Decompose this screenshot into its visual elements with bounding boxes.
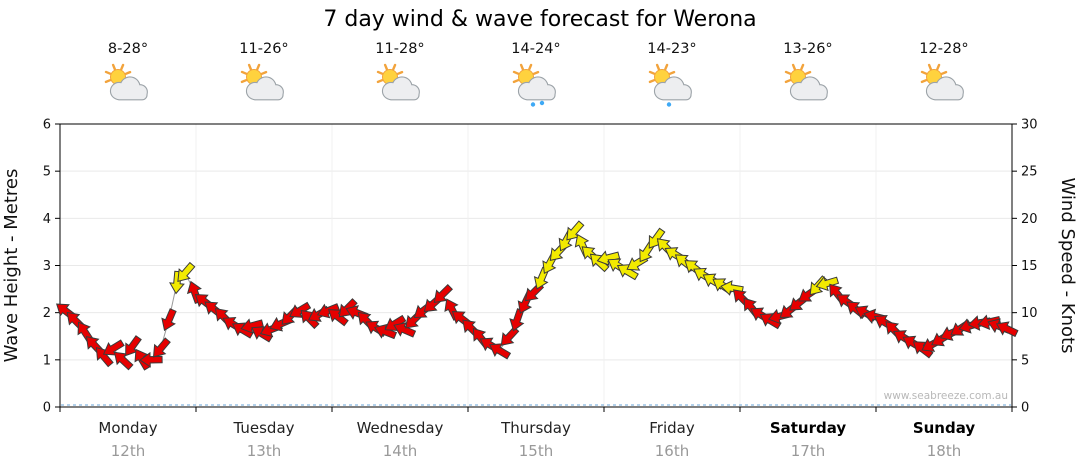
weather-icon bbox=[784, 63, 828, 101]
wind-arrow bbox=[95, 347, 114, 368]
rain-drops-icon bbox=[530, 100, 545, 107]
wind-arrow bbox=[289, 301, 312, 318]
day-date-label: 18th bbox=[926, 442, 962, 460]
left-tick-label: 1 bbox=[43, 353, 51, 368]
page-title: 7 day wind & wave forecast for Werona bbox=[323, 7, 757, 32]
wind-arrow bbox=[152, 337, 171, 358]
wind-arrow bbox=[373, 323, 398, 340]
wind-arrow bbox=[177, 261, 196, 282]
day-date-label: 13th bbox=[246, 442, 282, 460]
day-name-label: Monday bbox=[98, 419, 158, 437]
day-column-tuesday: 11-26° Tuesday 13th bbox=[196, 0, 332, 475]
cloud-icon bbox=[789, 76, 828, 101]
wind-arrow bbox=[316, 303, 340, 319]
weather-icon bbox=[240, 63, 284, 101]
wind-arrow bbox=[125, 335, 142, 357]
wind-arrow bbox=[489, 343, 512, 360]
cloud-icon bbox=[109, 76, 148, 101]
day-column-sunday: 12-28° Sunday 18th bbox=[876, 0, 1012, 475]
temp-range-label: 11-28° bbox=[375, 41, 425, 57]
day-date-label: 16th bbox=[654, 442, 690, 460]
wind-arrow bbox=[815, 275, 840, 292]
temp-range-label: 13-26° bbox=[783, 41, 833, 57]
wind-arrow bbox=[393, 322, 417, 338]
weather-icon bbox=[104, 63, 148, 101]
right-tick-label: 10 bbox=[1021, 306, 1038, 321]
wind-arrow bbox=[589, 253, 610, 273]
day-column-thursday: 14-24° Thursday 15th bbox=[468, 0, 604, 475]
rain-drops-icon bbox=[666, 102, 672, 107]
day-name-label: Sunday bbox=[912, 419, 976, 437]
day-date-label: 17th bbox=[790, 442, 826, 460]
weather-icon bbox=[512, 63, 556, 107]
day-date-label: 12th bbox=[110, 442, 146, 460]
day-name-label: Thursday bbox=[501, 419, 571, 437]
weather-icon bbox=[920, 63, 964, 101]
left-tick-label: 4 bbox=[43, 212, 51, 227]
right-axis-title: Wind Speed - Knots bbox=[1057, 178, 1078, 354]
temp-range-label: 12-28° bbox=[919, 41, 969, 57]
wind-arrow bbox=[328, 309, 349, 327]
wind-arrow bbox=[995, 321, 1019, 338]
wind-arrow bbox=[566, 220, 585, 241]
left-tick-label: 2 bbox=[43, 306, 51, 321]
cloud-icon bbox=[517, 76, 556, 101]
left-tick-label: 6 bbox=[43, 118, 51, 133]
temp-range-label: 14-23° bbox=[647, 41, 697, 57]
left-axis-title: Wave Height - Metres bbox=[1, 169, 22, 363]
day-name-label: Wednesday bbox=[356, 419, 444, 437]
cloud-icon bbox=[245, 76, 284, 101]
cloud-icon bbox=[381, 76, 420, 101]
right-tick-label: 25 bbox=[1021, 165, 1038, 180]
day-name-label: Tuesday bbox=[233, 419, 295, 437]
right-tick-label: 20 bbox=[1021, 212, 1038, 227]
left-tick-label: 3 bbox=[43, 259, 51, 274]
day-name-label: Saturday bbox=[769, 419, 847, 437]
temp-range-label: 8-28° bbox=[107, 41, 149, 57]
temp-range-label: 14-24° bbox=[511, 41, 561, 57]
left-tick-label: 0 bbox=[43, 401, 51, 416]
day-column-saturday: 13-26° Saturday 17th bbox=[740, 0, 876, 475]
day-date-label: 14th bbox=[382, 442, 418, 460]
wind-arrow bbox=[240, 318, 264, 334]
day-date-label: 15th bbox=[518, 442, 554, 460]
wind-arrow bbox=[509, 308, 525, 332]
cloud-icon bbox=[653, 76, 692, 101]
right-tick-label: 15 bbox=[1021, 259, 1038, 274]
temp-range-label: 11-26° bbox=[239, 41, 289, 57]
watermark: www.seabreeze.com.au bbox=[884, 390, 1008, 402]
left-tick-label: 5 bbox=[43, 165, 51, 180]
wind-arrow bbox=[139, 351, 163, 368]
weather-icon bbox=[648, 63, 692, 107]
right-tick-label: 0 bbox=[1021, 401, 1029, 416]
right-tick-label: 5 bbox=[1021, 353, 1029, 368]
day-column-wednesday: 11-28° Wednesday 14th bbox=[332, 0, 468, 475]
day-column-friday: 14-23° Friday 16th bbox=[604, 0, 740, 475]
wind-arrow bbox=[596, 250, 621, 266]
wind-arrow bbox=[616, 264, 639, 281]
wind-arrow bbox=[433, 283, 453, 304]
day-name-label: Friday bbox=[649, 419, 695, 437]
day-column-monday: 8-28° Monday 12th bbox=[60, 0, 196, 475]
wind-arrow bbox=[161, 308, 177, 332]
cloud-icon bbox=[925, 76, 964, 101]
weather-icon bbox=[376, 63, 420, 101]
wind-arrow bbox=[113, 351, 134, 371]
right-tick-label: 30 bbox=[1021, 118, 1038, 133]
